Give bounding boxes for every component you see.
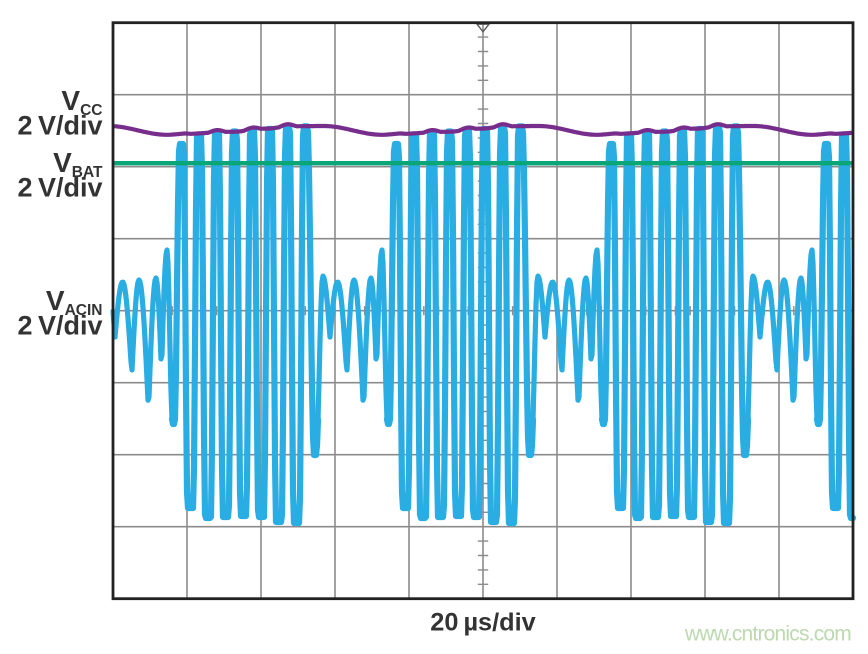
svg-text:20 µs/div: 20 µs/div xyxy=(430,609,535,637)
svg-text:www.cntronics.com: www.cntronics.com xyxy=(684,623,851,646)
svg-text:2 V/div: 2 V/div xyxy=(18,111,103,141)
svg-text:2 V/div: 2 V/div xyxy=(18,173,103,203)
svg-text:2 V/div: 2 V/div xyxy=(18,311,103,341)
